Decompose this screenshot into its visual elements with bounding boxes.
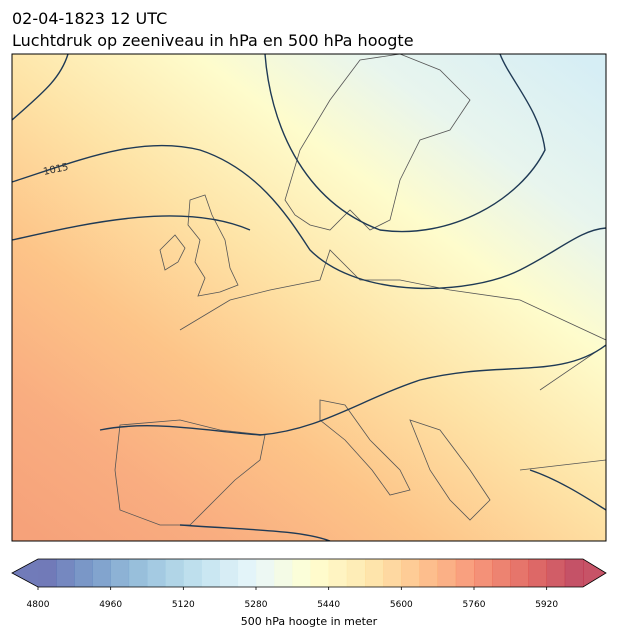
- colorbar-segment: [310, 559, 329, 587]
- isobar: [529, 469, 606, 511]
- map-frame: [11, 53, 607, 542]
- colorbar-tick-label: 5600: [390, 600, 413, 610]
- colorbar-segment: [546, 559, 566, 587]
- britain: [187, 194, 239, 297]
- balkans: [409, 419, 491, 521]
- colorbar-segment: [365, 559, 384, 587]
- map-background: [12, 54, 606, 541]
- colorbar-segment: [183, 559, 202, 587]
- scandinavia: [284, 54, 471, 231]
- isobar: [99, 344, 606, 436]
- isobar: [179, 524, 331, 541]
- isobar: [12, 215, 251, 241]
- colorbar-segment: [110, 559, 130, 587]
- colorbar-extend-high: [583, 559, 606, 587]
- colorbar-segment: [219, 559, 239, 587]
- coastlines: [114, 54, 606, 526]
- map: 1015: [12, 54, 606, 541]
- colorbar-segment: [383, 559, 402, 587]
- isobar: [264, 54, 546, 233]
- colorbar-outline: [11, 558, 607, 588]
- colorbar-label: 500 hPa hoogte in meter: [241, 615, 378, 628]
- colorbar-segment: [437, 559, 457, 587]
- colorbar-segment: [528, 559, 547, 587]
- colorbar-segment: [237, 559, 257, 587]
- iberia: [114, 419, 266, 526]
- colorbar-segment: [292, 559, 311, 587]
- colorbar-segment: [510, 559, 529, 587]
- ireland: [159, 234, 186, 271]
- colorbar-tick-label: 5920: [535, 600, 558, 610]
- colorbar-segment: [401, 559, 420, 587]
- continent-coast: [179, 249, 606, 341]
- colorbar-segment: [128, 559, 148, 587]
- colorbar-segment: [346, 559, 366, 587]
- colorbar-segment: [201, 559, 220, 587]
- colorbar-extend-low: [12, 559, 38, 587]
- colorbar-segment: [564, 559, 584, 587]
- colorbar-segment: [56, 559, 75, 587]
- isobar: [12, 54, 69, 121]
- colorbar-segment: [147, 559, 166, 587]
- colorbar-segment: [92, 559, 111, 587]
- isobar: [12, 144, 606, 290]
- colorbar-segment: [256, 559, 275, 587]
- colorbar-segment: [274, 559, 293, 587]
- title: 02-04-1823 12 UTC: [12, 9, 167, 28]
- colorbar-segment: [419, 559, 438, 587]
- colorbar-segment: [455, 559, 475, 587]
- colorbar-segment: [74, 559, 93, 587]
- subtitle: Luchtdruk op zeeniveau in hPa en 500 hPa…: [12, 31, 414, 50]
- isobars: [12, 54, 606, 541]
- colorbar: 4800 4960 5120 5280 5440 5600 5760 5920: [11, 558, 607, 610]
- colorbar-segment: [165, 559, 184, 587]
- colorbar-segment: [328, 559, 348, 587]
- colorbar-segment: [492, 559, 511, 587]
- colorbar-segment: [474, 559, 493, 587]
- contour-label: 1015: [42, 162, 69, 178]
- italy: [319, 399, 411, 496]
- colorbar-tick-label: 4800: [27, 600, 50, 610]
- colorbar-tick-label: 4960: [99, 600, 122, 610]
- colorbar-segment: [38, 559, 57, 587]
- colorbar-tick-label: 5120: [172, 600, 195, 610]
- colorbar-tick-label: 5280: [245, 600, 268, 610]
- colorbar-tick-label: 5760: [463, 600, 486, 610]
- colorbar-tick-label: 5440: [317, 600, 340, 610]
